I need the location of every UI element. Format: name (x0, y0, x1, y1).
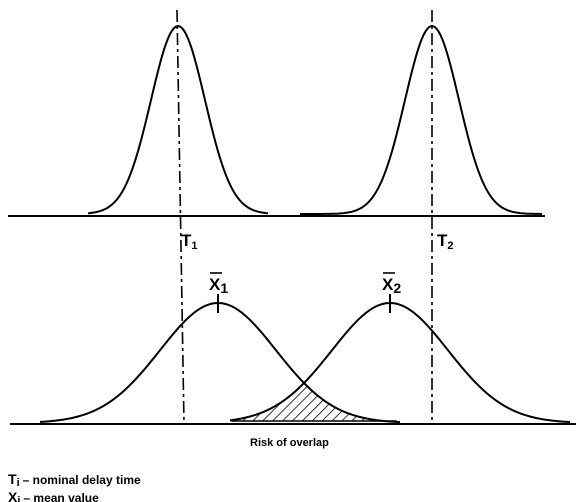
t1-label: T1 (181, 231, 198, 252)
distribution-curve (229, 301, 571, 423)
legend-item: Xi – mean value (8, 489, 99, 502)
t1-line (176, 9, 185, 425)
distribution-curve (300, 24, 543, 215)
x1-label: X1 (209, 275, 228, 296)
shapes (8, 9, 576, 425)
distribution-curve (39, 301, 401, 424)
overlap-label: Risk of overlap (250, 437, 329, 449)
x2-label: X2 (382, 275, 401, 296)
distribution-curve (87, 24, 269, 215)
legend-item: Ti – nominal delay time (8, 471, 141, 489)
overlap-area (231, 381, 397, 423)
t2-label: T2 (437, 231, 454, 252)
